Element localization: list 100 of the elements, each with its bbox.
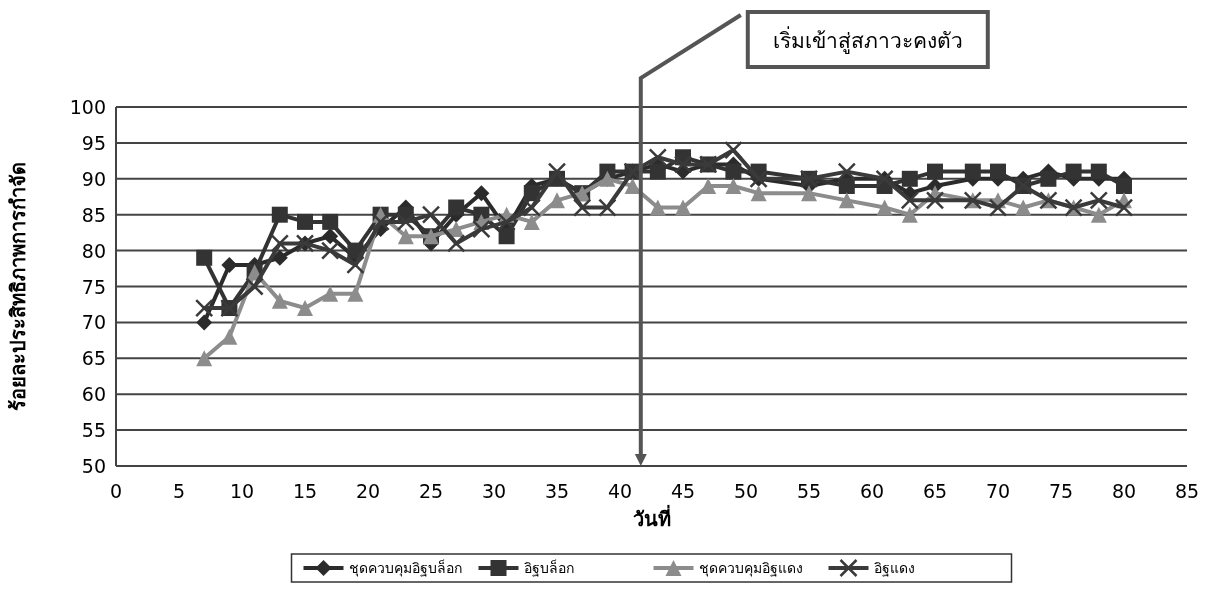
point xyxy=(838,192,855,209)
point xyxy=(1040,170,1057,187)
point xyxy=(927,163,943,180)
point xyxy=(271,206,288,223)
point xyxy=(750,185,767,202)
point xyxy=(700,177,717,194)
point xyxy=(270,234,290,253)
point xyxy=(221,328,238,345)
point xyxy=(648,148,668,167)
legend-label: ชุดควบคุมอิฐแดง xyxy=(698,560,803,577)
point xyxy=(1090,163,1107,180)
point xyxy=(990,163,1006,180)
legend-label: อิฐบล็อก xyxy=(523,559,574,577)
point xyxy=(522,198,542,217)
x-tick-label: 0 xyxy=(109,480,123,502)
point xyxy=(396,212,416,232)
y-tick-label: 60 xyxy=(81,383,106,406)
x-tick-label: 80 xyxy=(1111,480,1137,502)
point xyxy=(371,212,390,232)
legend-label: ชุดควบคุมอิฐบล็อก xyxy=(348,559,462,577)
point xyxy=(964,163,981,180)
x-tick-label: 15 xyxy=(292,480,318,502)
point xyxy=(673,155,693,174)
point xyxy=(523,213,540,230)
y-axis-title: ร้อยละประสิทธิภาพการกำจัด xyxy=(6,162,30,411)
point xyxy=(925,191,945,210)
x-tick-label: 30 xyxy=(481,480,507,502)
point xyxy=(900,191,920,210)
point xyxy=(724,140,743,160)
x-tick-label: 10 xyxy=(229,480,255,502)
point xyxy=(837,162,857,181)
y-tick-label: 100 xyxy=(69,96,106,118)
point xyxy=(572,198,592,217)
text: เริ่มเข้าสู่สภาวะคงตัว xyxy=(772,26,963,54)
point xyxy=(725,163,742,180)
y-tick-label: 65 xyxy=(81,347,106,370)
point xyxy=(322,213,339,230)
point xyxy=(1116,177,1132,194)
x-tick-label: 75 xyxy=(1048,480,1074,502)
x-tick-label: 60 xyxy=(859,480,885,502)
point xyxy=(473,185,490,202)
y-tick-label: 90 xyxy=(81,167,106,190)
point xyxy=(1114,198,1134,217)
point xyxy=(649,163,666,180)
legend-label: อิฐแดง xyxy=(873,560,915,577)
x-tick-label: 70 xyxy=(985,480,1011,502)
x-tick-label: 50 xyxy=(733,480,759,502)
x-tick-label: 85 xyxy=(1174,480,1200,502)
point xyxy=(297,300,313,317)
point xyxy=(472,219,491,239)
point xyxy=(245,277,264,296)
point xyxy=(271,292,288,309)
x-tick-label: 5 xyxy=(172,480,186,502)
point xyxy=(901,206,918,223)
y-tick-label: 50 xyxy=(81,455,106,477)
y-tick-label: 80 xyxy=(81,239,106,262)
point xyxy=(901,170,918,187)
point xyxy=(320,241,340,260)
point xyxy=(988,198,1008,217)
point xyxy=(196,350,213,367)
x-tick-label: 55 xyxy=(796,480,822,502)
point xyxy=(448,199,465,216)
point xyxy=(297,213,313,230)
point xyxy=(675,199,691,216)
x-tick-label: 65 xyxy=(922,480,948,502)
point xyxy=(421,205,441,224)
x-tick-label: 45 xyxy=(670,480,696,502)
point xyxy=(725,177,742,194)
point xyxy=(547,162,567,181)
point xyxy=(346,255,365,275)
point xyxy=(322,285,339,302)
point xyxy=(194,298,214,318)
x-axis-title: วันที่ xyxy=(632,504,671,531)
point xyxy=(1065,163,1082,180)
point xyxy=(397,228,414,245)
point xyxy=(549,192,565,209)
point xyxy=(221,256,238,273)
point xyxy=(1090,206,1107,223)
x-tick-label: 25 xyxy=(418,480,444,502)
x-tick-label: 35 xyxy=(544,480,570,502)
point xyxy=(196,314,213,331)
point xyxy=(322,228,339,245)
point xyxy=(649,199,666,216)
point xyxy=(347,285,364,302)
point xyxy=(801,185,817,202)
point xyxy=(1015,199,1032,216)
y-tick-label: 75 xyxy=(81,275,106,298)
point xyxy=(1089,191,1109,210)
x-tick-label: 20 xyxy=(355,480,381,502)
x-tick-label: 40 xyxy=(607,480,633,502)
y-tick-label: 85 xyxy=(81,203,106,226)
point xyxy=(497,212,516,232)
y-tick-label: 70 xyxy=(81,311,106,334)
point xyxy=(271,249,288,266)
y-tick-label: 95 xyxy=(81,131,106,154)
point xyxy=(196,249,213,266)
point xyxy=(498,228,515,245)
point xyxy=(446,234,466,253)
point xyxy=(838,177,855,194)
y-tick-label: 55 xyxy=(81,419,106,442)
